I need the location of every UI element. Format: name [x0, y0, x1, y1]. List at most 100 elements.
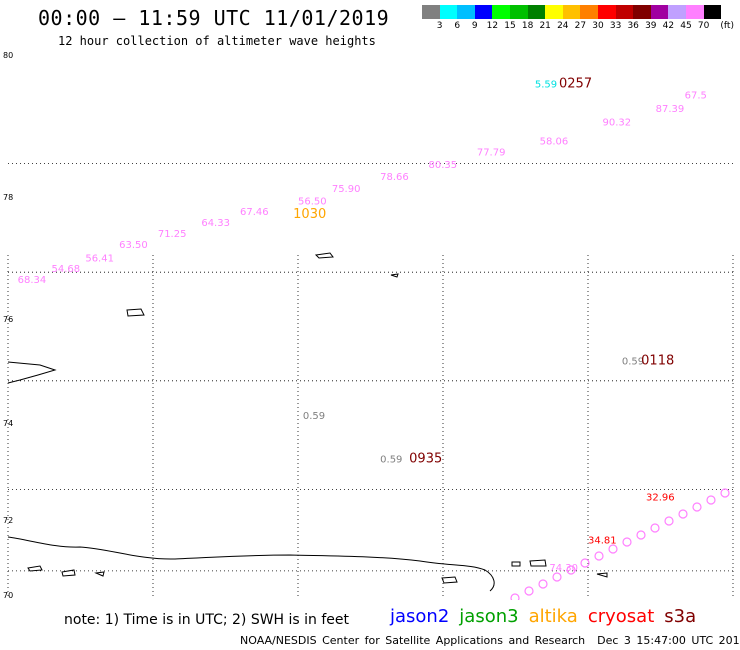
coastline: [7, 252, 608, 592]
color-tick-label: 70: [697, 21, 710, 31]
pass-time-label: 1030: [293, 207, 326, 222]
color-swatch: [457, 5, 475, 19]
island-small-north: [390, 273, 399, 278]
track-mark: [510, 593, 520, 600]
color-swatch: [650, 5, 669, 19]
axis-tick-labels: 150153156159162165807876747270: [3, 51, 13, 600]
color-tick-label: 9: [471, 21, 478, 31]
pass-time-label: 0935: [409, 451, 442, 466]
swh-label: 5.59: [535, 80, 557, 91]
legend-entry: jason3: [459, 606, 519, 627]
track-mark: [552, 572, 562, 582]
legend-entry: jason2: [390, 606, 450, 627]
lat-lon-grid: [7, 163, 734, 598]
latitude-tick-label: 72: [3, 516, 13, 525]
island-coast-7: [596, 572, 608, 578]
latitude-tick-label: 74: [3, 419, 13, 428]
track-mark: [538, 579, 548, 589]
coastline-mainland: [7, 536, 495, 592]
color-swatch: [509, 5, 528, 19]
swh-label: 78.66: [380, 172, 409, 183]
swh-label: 54.68: [52, 264, 81, 275]
color-scale-bar: [422, 5, 722, 19]
island-coast-2: [61, 569, 76, 577]
island-coast-4: [441, 576, 458, 584]
color-swatch: [615, 5, 634, 19]
color-scale-ticks: 3 6 9 12 15 18 21 24 27 30 33 36 39 42 45 70 (ft): [422, 21, 740, 33]
color-swatch: [562, 5, 581, 19]
latitude-tick-label: 70: [3, 591, 13, 600]
track-mark: [664, 516, 674, 526]
swh-label: 67.5: [685, 90, 707, 101]
color-tick-label: 12: [486, 21, 499, 31]
color-swatch: [527, 5, 546, 19]
altimeter-labels: 5.59 67.587.39 90.32 58.06 77.79 80.35 78.66 75…: [18, 77, 730, 600]
track-mark: [566, 565, 576, 575]
color-tick-label: 27: [574, 21, 587, 31]
track-mark: [622, 537, 632, 547]
map-title: 00:00 – 11:59 UTC 11/01/2019: [38, 6, 390, 30]
legend-entry: cryosat: [587, 606, 655, 627]
color-tick-label: 24: [557, 21, 569, 31]
color-swatch: [703, 5, 722, 19]
swh-label: 56.50: [298, 196, 327, 207]
satellite-legend: jason2 jason3 altika cryosat s3a: [390, 606, 706, 627]
color-swatch: [492, 5, 510, 19]
swh-label: 77.79: [477, 147, 506, 158]
color-unit-label: (ft): [720, 21, 734, 31]
track-mark: [720, 488, 730, 498]
island-coast-6: [529, 559, 547, 567]
island-coast-1: [27, 565, 43, 572]
note-text: note: 1) Time is in UTC; 2) SWH is in fe…: [64, 612, 350, 628]
swh-label: 71.25: [158, 229, 187, 240]
legend-entry: s3a: [664, 606, 697, 627]
swh-label: 34.81: [588, 536, 617, 547]
color-tick-label: 39: [645, 21, 657, 31]
color-tick-label: 6: [454, 21, 461, 31]
color-swatch: [474, 5, 493, 19]
island-coast-3: [94, 571, 105, 577]
footer-credit: NOAA/NESDIS Center for Satellite Applica…: [240, 634, 586, 647]
color-swatch: [685, 5, 704, 19]
swh-label: 58.06: [540, 137, 569, 148]
color-swatch: [668, 5, 686, 19]
island-north: [314, 252, 334, 259]
track-mark: [608, 544, 618, 554]
color-swatch: [422, 5, 440, 19]
island-coast-5: [511, 561, 521, 567]
color-tick-label: 15: [504, 21, 516, 31]
color-tick-label: 3: [436, 21, 443, 31]
swh-label: 32.96: [646, 492, 675, 503]
swh-label: 0.59: [303, 411, 325, 422]
swh-label: 67.46: [240, 207, 269, 218]
track-mark: [636, 530, 646, 540]
track-mark: [706, 495, 716, 505]
track-mark: [678, 509, 688, 519]
swh-label: 80.35: [429, 160, 458, 171]
color-tick-label: 45: [680, 21, 692, 31]
track-mark: [650, 523, 660, 533]
swh-label: 0.59: [622, 357, 644, 368]
pass-time-label: 0257: [559, 77, 592, 92]
color-tick-label: 18: [521, 21, 534, 31]
track-mark: [692, 502, 702, 512]
color-tick-label: 21: [539, 21, 551, 31]
swh-label: 90.32: [603, 118, 632, 129]
color-tick-label: 33: [609, 21, 622, 31]
color-tick-label: 42: [662, 21, 675, 31]
swh-label: 74.30: [549, 563, 578, 574]
footer: NOAA/NESDIS Center for Satellite Applica…: [240, 634, 740, 647]
swh-label: 56.41: [85, 253, 114, 264]
swh-label: 0.59: [380, 454, 402, 465]
color-swatch: [545, 5, 563, 19]
footer-timestamp: Dec 3 15:47:00 UTC 2019: [597, 634, 740, 647]
island-west-coast: [7, 361, 57, 384]
track-mark: [524, 586, 534, 596]
color-swatch: [580, 5, 598, 19]
swh-label: 64.33: [201, 218, 230, 229]
legend-entry: altika: [528, 606, 578, 627]
color-swatch: [439, 5, 458, 19]
color-tick-label: 36: [627, 21, 639, 31]
island-west: [126, 308, 145, 317]
map-subtitle: 12 hour collection of altimeter wave hei…: [58, 34, 376, 48]
